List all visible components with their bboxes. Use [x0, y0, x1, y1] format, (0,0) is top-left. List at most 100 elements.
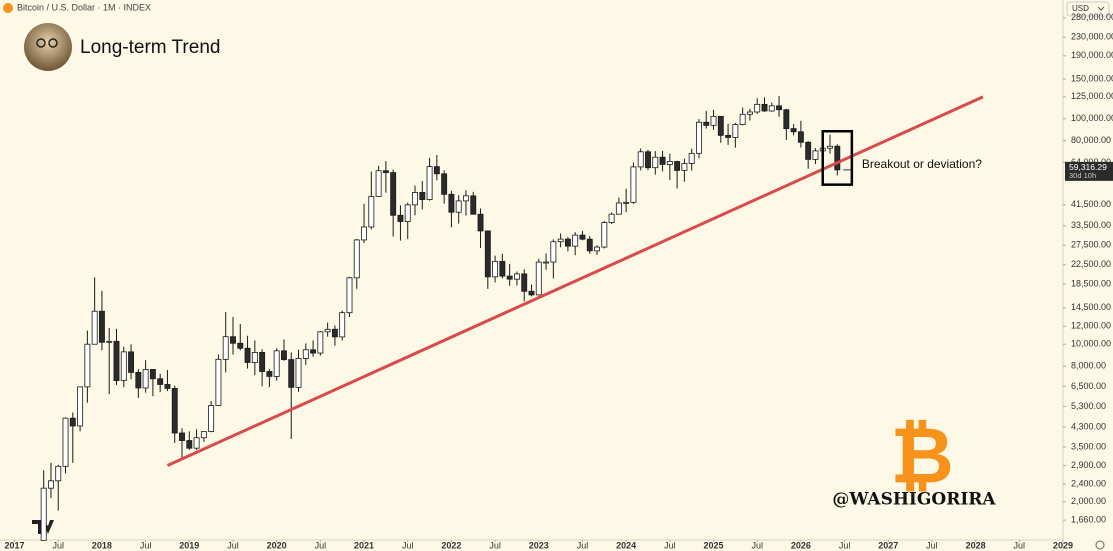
candle-body	[91, 310, 98, 345]
candle-body	[200, 431, 207, 439]
candle-body	[601, 222, 608, 248]
candle-body	[754, 103, 761, 113]
candle-body	[98, 310, 105, 343]
candle-body	[317, 331, 324, 354]
candle-body	[739, 113, 746, 125]
candle-body	[222, 336, 229, 360]
candle-body	[805, 141, 812, 160]
y-tick-label: 10,000.00	[1071, 339, 1111, 349]
candle-body	[382, 170, 389, 173]
candle-body	[455, 200, 462, 213]
x-tick-label: Jul	[140, 540, 152, 550]
y-tick-label: 150,000.00	[1071, 73, 1113, 83]
candle-body	[266, 371, 273, 377]
candle-body	[331, 328, 338, 338]
x-tick-label: Jul	[577, 540, 589, 550]
x-tick-label: 2017	[5, 540, 25, 550]
candle-body	[273, 350, 280, 377]
candle-body	[681, 163, 688, 171]
y-tick-label: 80,000.00	[1071, 135, 1111, 145]
candle-body	[77, 386, 84, 427]
watermark-handle: @WASHIGORIRA	[832, 490, 996, 510]
candle-body	[433, 166, 440, 175]
candle-body	[448, 193, 455, 213]
candle-body	[69, 417, 76, 427]
candle-body	[623, 201, 630, 204]
x-tick-label: Jul	[52, 540, 64, 550]
y-tick-label: 230,000.00	[1071, 31, 1113, 41]
x-tick-label: 2025	[704, 540, 724, 550]
candle-body	[637, 151, 644, 168]
candle-body	[710, 115, 717, 126]
candle-body	[164, 384, 171, 389]
chevron	[1097, 6, 1105, 11]
x-tick-label: 2022	[441, 540, 461, 550]
candle-body	[157, 378, 164, 385]
tv-logo[interactable]	[32, 520, 54, 534]
candle-body	[55, 465, 62, 482]
candle-body	[419, 192, 426, 200]
candle-body	[761, 103, 768, 112]
symbol-icon	[3, 3, 13, 13]
symbol-label[interactable]: Bitcoin / U.S. Dollar · 1M · INDEX	[17, 2, 151, 12]
x-tick-label: Jul	[489, 540, 501, 550]
candle-body	[412, 192, 418, 206]
candle-body	[142, 369, 149, 389]
candle-body	[259, 351, 266, 372]
currency-selector[interactable]	[1066, 1, 1110, 17]
y-tick-label: 2,000.00	[1071, 496, 1106, 506]
candle-body	[572, 234, 579, 247]
candle-body	[40, 487, 47, 541]
x-tick-label: Jul	[227, 540, 239, 550]
candle-body	[106, 340, 113, 343]
candle-body	[521, 273, 528, 292]
candle-body	[477, 213, 484, 232]
avatar-glasses	[36, 38, 46, 48]
candle-body	[215, 358, 222, 406]
y-tick-label: 2,900.00	[1071, 460, 1106, 470]
trendline	[166, 95, 984, 467]
candle-body	[361, 226, 367, 241]
candle-body	[608, 213, 615, 223]
y-tick-label: 3,500.00	[1071, 441, 1106, 451]
x-tick-label: Jul	[1014, 540, 1026, 550]
currency-label[interactable]: USD	[1072, 4, 1089, 13]
candle-body	[251, 351, 258, 363]
candle-body	[550, 241, 557, 263]
y-tick-label: 41,500.00	[1071, 199, 1111, 209]
candle-body	[62, 417, 69, 467]
candle-body	[746, 111, 753, 115]
candle-body	[346, 277, 353, 314]
candle-body	[579, 234, 586, 240]
candle-body	[717, 115, 724, 136]
y-tick-label: 4,300.00	[1071, 421, 1106, 431]
x-tick-label: 2027	[878, 540, 898, 550]
y-tick-label: 18,500.00	[1071, 278, 1111, 288]
annotation: Breakout or deviation?	[862, 157, 982, 171]
candle-body	[783, 109, 790, 129]
candle-body	[834, 145, 841, 171]
candle-body	[397, 214, 404, 222]
y-tick-label: 14,500.00	[1071, 302, 1111, 312]
candle-body	[674, 161, 681, 171]
settings-icon[interactable]	[1095, 540, 1105, 550]
candle-body	[237, 342, 244, 349]
candle-body	[128, 351, 135, 373]
y-tick-label: 12,000.00	[1071, 321, 1111, 331]
avatar	[24, 23, 72, 71]
candle-body	[463, 195, 469, 202]
y-tick-label: 2,400.00	[1071, 478, 1106, 488]
candle-body	[186, 440, 193, 449]
y-tick-label: 125,000.00	[1071, 91, 1113, 101]
x-tick-label: Jul	[315, 540, 327, 550]
candle-body	[506, 275, 513, 280]
candle-body	[776, 105, 782, 111]
candle-body	[375, 170, 382, 197]
candle-body	[513, 273, 520, 280]
candle-body	[230, 336, 236, 344]
candle-body	[528, 290, 535, 296]
y-tick-label: 8,000.00	[1071, 360, 1106, 370]
candle-body	[171, 388, 178, 434]
